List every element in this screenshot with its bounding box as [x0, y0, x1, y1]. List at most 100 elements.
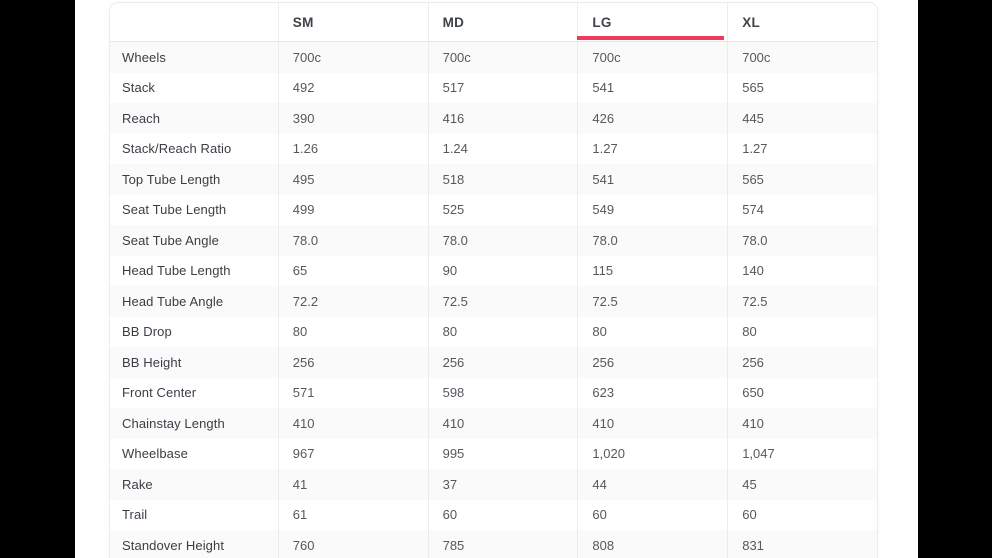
value-cell: 44: [577, 469, 727, 500]
table-row: Stack 492 517 541 565: [110, 72, 877, 103]
row-label: Wheels: [122, 49, 166, 65]
value-cell: 518: [427, 164, 578, 195]
table-row: Wheelbase 967 995 1,020 1,047: [110, 438, 877, 469]
value-cell: 517: [427, 72, 578, 103]
header-row: SM MD LG XL: [110, 3, 877, 42]
value-cell: 45: [727, 469, 877, 500]
value-cell: 410: [427, 408, 578, 439]
value-cell: 499: [277, 194, 428, 225]
size-tab-label: SM: [292, 14, 314, 30]
letterbox-right: [918, 0, 992, 558]
value-cell: 565: [727, 72, 877, 103]
value-cell: 426: [577, 103, 727, 134]
table-row: Trail 61 60 60 60: [110, 499, 877, 530]
value-cell: 72.5: [577, 286, 727, 317]
value-cell: 445: [727, 103, 877, 134]
value-cell: 831: [727, 530, 877, 558]
value-cell: 700c: [727, 42, 877, 73]
value-cell: 808: [577, 530, 727, 558]
size-tab-lg[interactable]: LG: [577, 3, 727, 41]
value-cell: 410: [727, 408, 877, 439]
value-cell: 700c: [427, 42, 578, 73]
value-cell: 525: [427, 194, 578, 225]
value-cell: 541: [577, 72, 727, 103]
value-cell: 1,020: [577, 438, 727, 469]
value-cell: 80: [577, 316, 727, 347]
value-cell: 256: [427, 347, 578, 378]
value-cell: 390: [277, 103, 428, 134]
value-cell: 598: [427, 377, 578, 408]
selected-tab-underline: [577, 36, 725, 40]
value-cell: 623: [577, 377, 727, 408]
value-cell: 574: [727, 194, 877, 225]
table-row: Head Tube Length 65 90 115 140: [110, 255, 877, 286]
row-label: Trail: [122, 507, 148, 523]
value-cell: 72.5: [727, 286, 877, 317]
value-cell: 492: [277, 72, 428, 103]
value-cell: 90: [427, 255, 578, 286]
size-tab-md[interactable]: MD: [427, 3, 578, 41]
letterbox-left: [0, 0, 75, 558]
size-tab-xl[interactable]: XL: [727, 3, 877, 41]
table-row: Front Center 571 598 623 650: [110, 377, 877, 408]
row-label: Seat Tube Length: [122, 202, 227, 218]
table-row: BB Drop 80 80 80 80: [110, 316, 877, 347]
size-tab-label: LG: [592, 14, 612, 30]
value-cell: 1.27: [727, 133, 877, 164]
size-tab-sm[interactable]: SM: [277, 3, 428, 41]
value-cell: 541: [577, 164, 727, 195]
table-row: Reach 390 416 426 445: [110, 103, 877, 134]
value-cell: 700c: [577, 42, 727, 73]
row-label: Reach: [122, 110, 161, 126]
size-tab-label: MD: [442, 14, 465, 30]
value-cell: 256: [277, 347, 428, 378]
value-cell: 41: [277, 469, 428, 500]
value-cell: 65: [277, 255, 428, 286]
table-row: Standover Height 760 785 808 831: [110, 530, 877, 558]
value-cell: 78.0: [727, 225, 877, 256]
table-row: Chainstay Length 410 410 410 410: [110, 408, 877, 439]
value-cell: 60: [727, 499, 877, 530]
value-cell: 1.24: [427, 133, 578, 164]
value-cell: 78.0: [577, 225, 727, 256]
row-label: Stack/Reach Ratio: [122, 141, 232, 157]
value-cell: 410: [277, 408, 428, 439]
row-label: Wheelbase: [122, 446, 188, 462]
row-label: Standover Height: [122, 537, 225, 553]
table-row: Top Tube Length 495 518 541 565: [110, 164, 877, 195]
table-row: Wheels 700c 700c 700c 700c: [110, 42, 877, 73]
row-label: Front Center: [122, 385, 197, 401]
value-cell: 140: [727, 255, 877, 286]
row-label: BB Drop: [122, 324, 172, 340]
value-cell: 571: [277, 377, 428, 408]
row-label: Head Tube Angle: [122, 293, 224, 309]
value-cell: 78.0: [277, 225, 428, 256]
value-cell: 410: [577, 408, 727, 439]
table-row: Rake 41 37 44 45: [110, 469, 877, 500]
size-tab-label: XL: [742, 14, 761, 30]
value-cell: 650: [727, 377, 877, 408]
table-row: Seat Tube Angle 78.0 78.0 78.0 78.0: [110, 225, 877, 256]
value-cell: 72.2: [277, 286, 428, 317]
value-cell: 115: [577, 255, 727, 286]
row-label: Top Tube Length: [122, 171, 221, 187]
value-cell: 1.26: [277, 133, 428, 164]
value-cell: 1,047: [727, 438, 877, 469]
value-cell: 700c: [277, 42, 428, 73]
table-row: Stack/Reach Ratio 1.26 1.24 1.27 1.27: [110, 133, 877, 164]
value-cell: 80: [727, 316, 877, 347]
value-cell: 967: [277, 438, 428, 469]
value-cell: 1.27: [577, 133, 727, 164]
table-row: Seat Tube Length 499 525 549 574: [110, 194, 877, 225]
table-body: Wheels 700c 700c 700c 700c Stack 492 517 541 565 R…: [110, 42, 877, 558]
row-label: Stack: [122, 80, 156, 96]
row-label: Chainstay Length: [122, 415, 225, 431]
value-cell: 60: [427, 499, 578, 530]
row-label: Seat Tube Angle: [122, 232, 219, 248]
value-cell: 80: [427, 316, 578, 347]
value-cell: 256: [577, 347, 727, 378]
value-cell: 61: [277, 499, 428, 530]
row-label: Head Tube Length: [122, 263, 231, 279]
value-cell: 995: [427, 438, 578, 469]
